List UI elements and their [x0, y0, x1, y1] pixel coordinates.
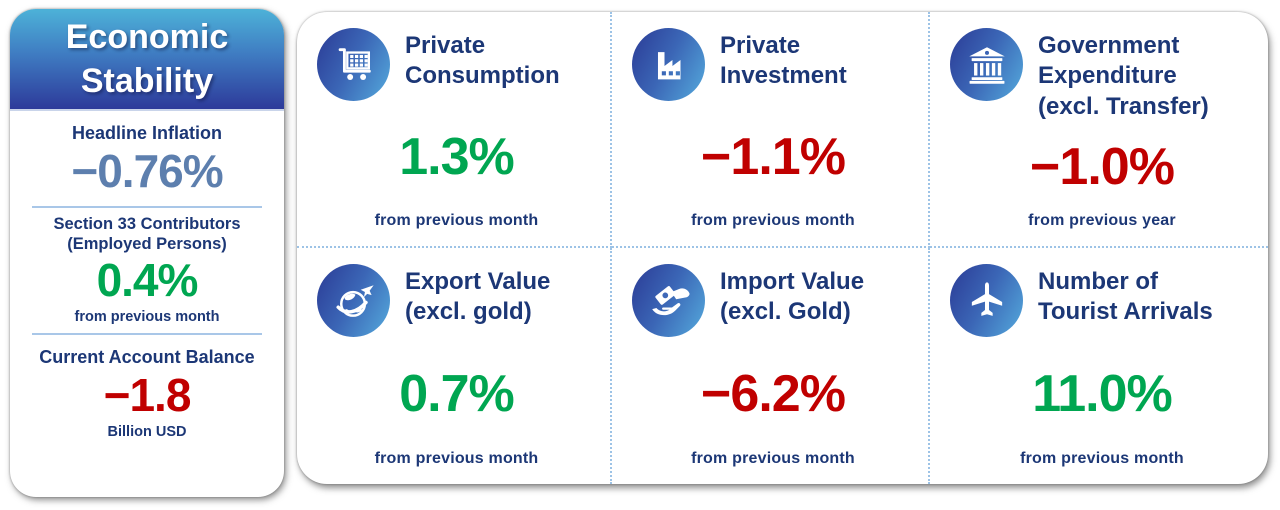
card-import-value: Import Value (excl. Gold) −6.2% from pre…	[612, 248, 930, 484]
current-account-value: −1.8	[103, 368, 192, 421]
divider	[31, 205, 263, 208]
headline-inflation-section: Headline Inflation −0.76%	[10, 123, 284, 198]
hand-money-icon	[632, 264, 705, 337]
card-title: Export Value (excl. gold)	[405, 268, 551, 326]
card-value: −1.0%	[1030, 138, 1175, 197]
card-private-consumption: Private Consumption 1.3% from previous m…	[297, 12, 612, 248]
card-private-investment: Private Investment −1.1% from previous m…	[612, 12, 930, 248]
card-header: Government Expenditure (excl. Transfer)	[950, 28, 1254, 122]
card-value: 11.0%	[1032, 364, 1173, 423]
card-value: 0.7%	[399, 364, 515, 423]
card-note: from previous month	[691, 450, 855, 467]
card-title: Private Investment	[720, 32, 847, 90]
section33-contributors-section: Section 33 Contributors (Employed Person…	[10, 214, 284, 325]
card-note: from previous month	[1020, 450, 1184, 467]
card-note: from previous month	[691, 212, 855, 229]
headline-inflation-label: Headline Inflation	[71, 123, 222, 143]
card-title: Import Value (excl. Gold)	[720, 268, 865, 326]
card-note: from previous month	[374, 450, 539, 467]
card-value: 1.3%	[399, 127, 515, 186]
section33-note: from previous month	[74, 308, 220, 325]
globe-plane-icon	[317, 264, 390, 337]
card-header: Private Consumption	[317, 28, 596, 101]
card-value: −1.1%	[701, 127, 846, 186]
card-header: Export Value (excl. gold)	[317, 264, 596, 337]
card-header: Number of Tourist Arrivals	[950, 264, 1254, 337]
airplane-icon	[950, 264, 1023, 337]
card-note: from previous month	[374, 212, 539, 229]
current-account-note: Billion USD	[107, 423, 187, 440]
section33-label: Section 33 Contributors (Employed Person…	[53, 214, 241, 253]
current-account-balance-section: Current Account Balance −1.8 Billion USD	[10, 347, 284, 440]
card-export-value: Export Value (excl. gold) 0.7% from prev…	[297, 248, 612, 484]
card-note: from previous year	[1028, 212, 1176, 229]
headline-inflation-value: −0.76%	[71, 144, 223, 197]
panel-title: Economic Stability	[10, 9, 284, 111]
factory-icon	[632, 28, 705, 101]
card-title: Private Consumption	[405, 32, 560, 90]
card-header: Private Investment	[632, 28, 914, 101]
shopping-cart-icon	[317, 28, 390, 101]
current-account-label: Current Account Balance	[39, 346, 255, 367]
divider	[31, 332, 263, 335]
card-value: −6.2%	[701, 364, 846, 423]
economic-stability-panel: Economic Stability Headline Inflation −0…	[10, 9, 284, 497]
card-tourist-arrivals: Number of Tourist Arrivals 11.0% from pr…	[930, 248, 1268, 484]
card-title: Number of Tourist Arrivals	[1038, 268, 1213, 326]
card-government-expenditure: Government Expenditure (excl. Transfer) …	[930, 12, 1268, 248]
card-header: Import Value (excl. Gold)	[632, 264, 914, 337]
government-building-icon	[950, 28, 1023, 101]
card-title: Government Expenditure (excl. Transfer)	[1038, 32, 1209, 120]
section33-value: 0.4%	[96, 254, 199, 307]
indicators-panel: Private Consumption 1.3% from previous m…	[297, 12, 1268, 484]
